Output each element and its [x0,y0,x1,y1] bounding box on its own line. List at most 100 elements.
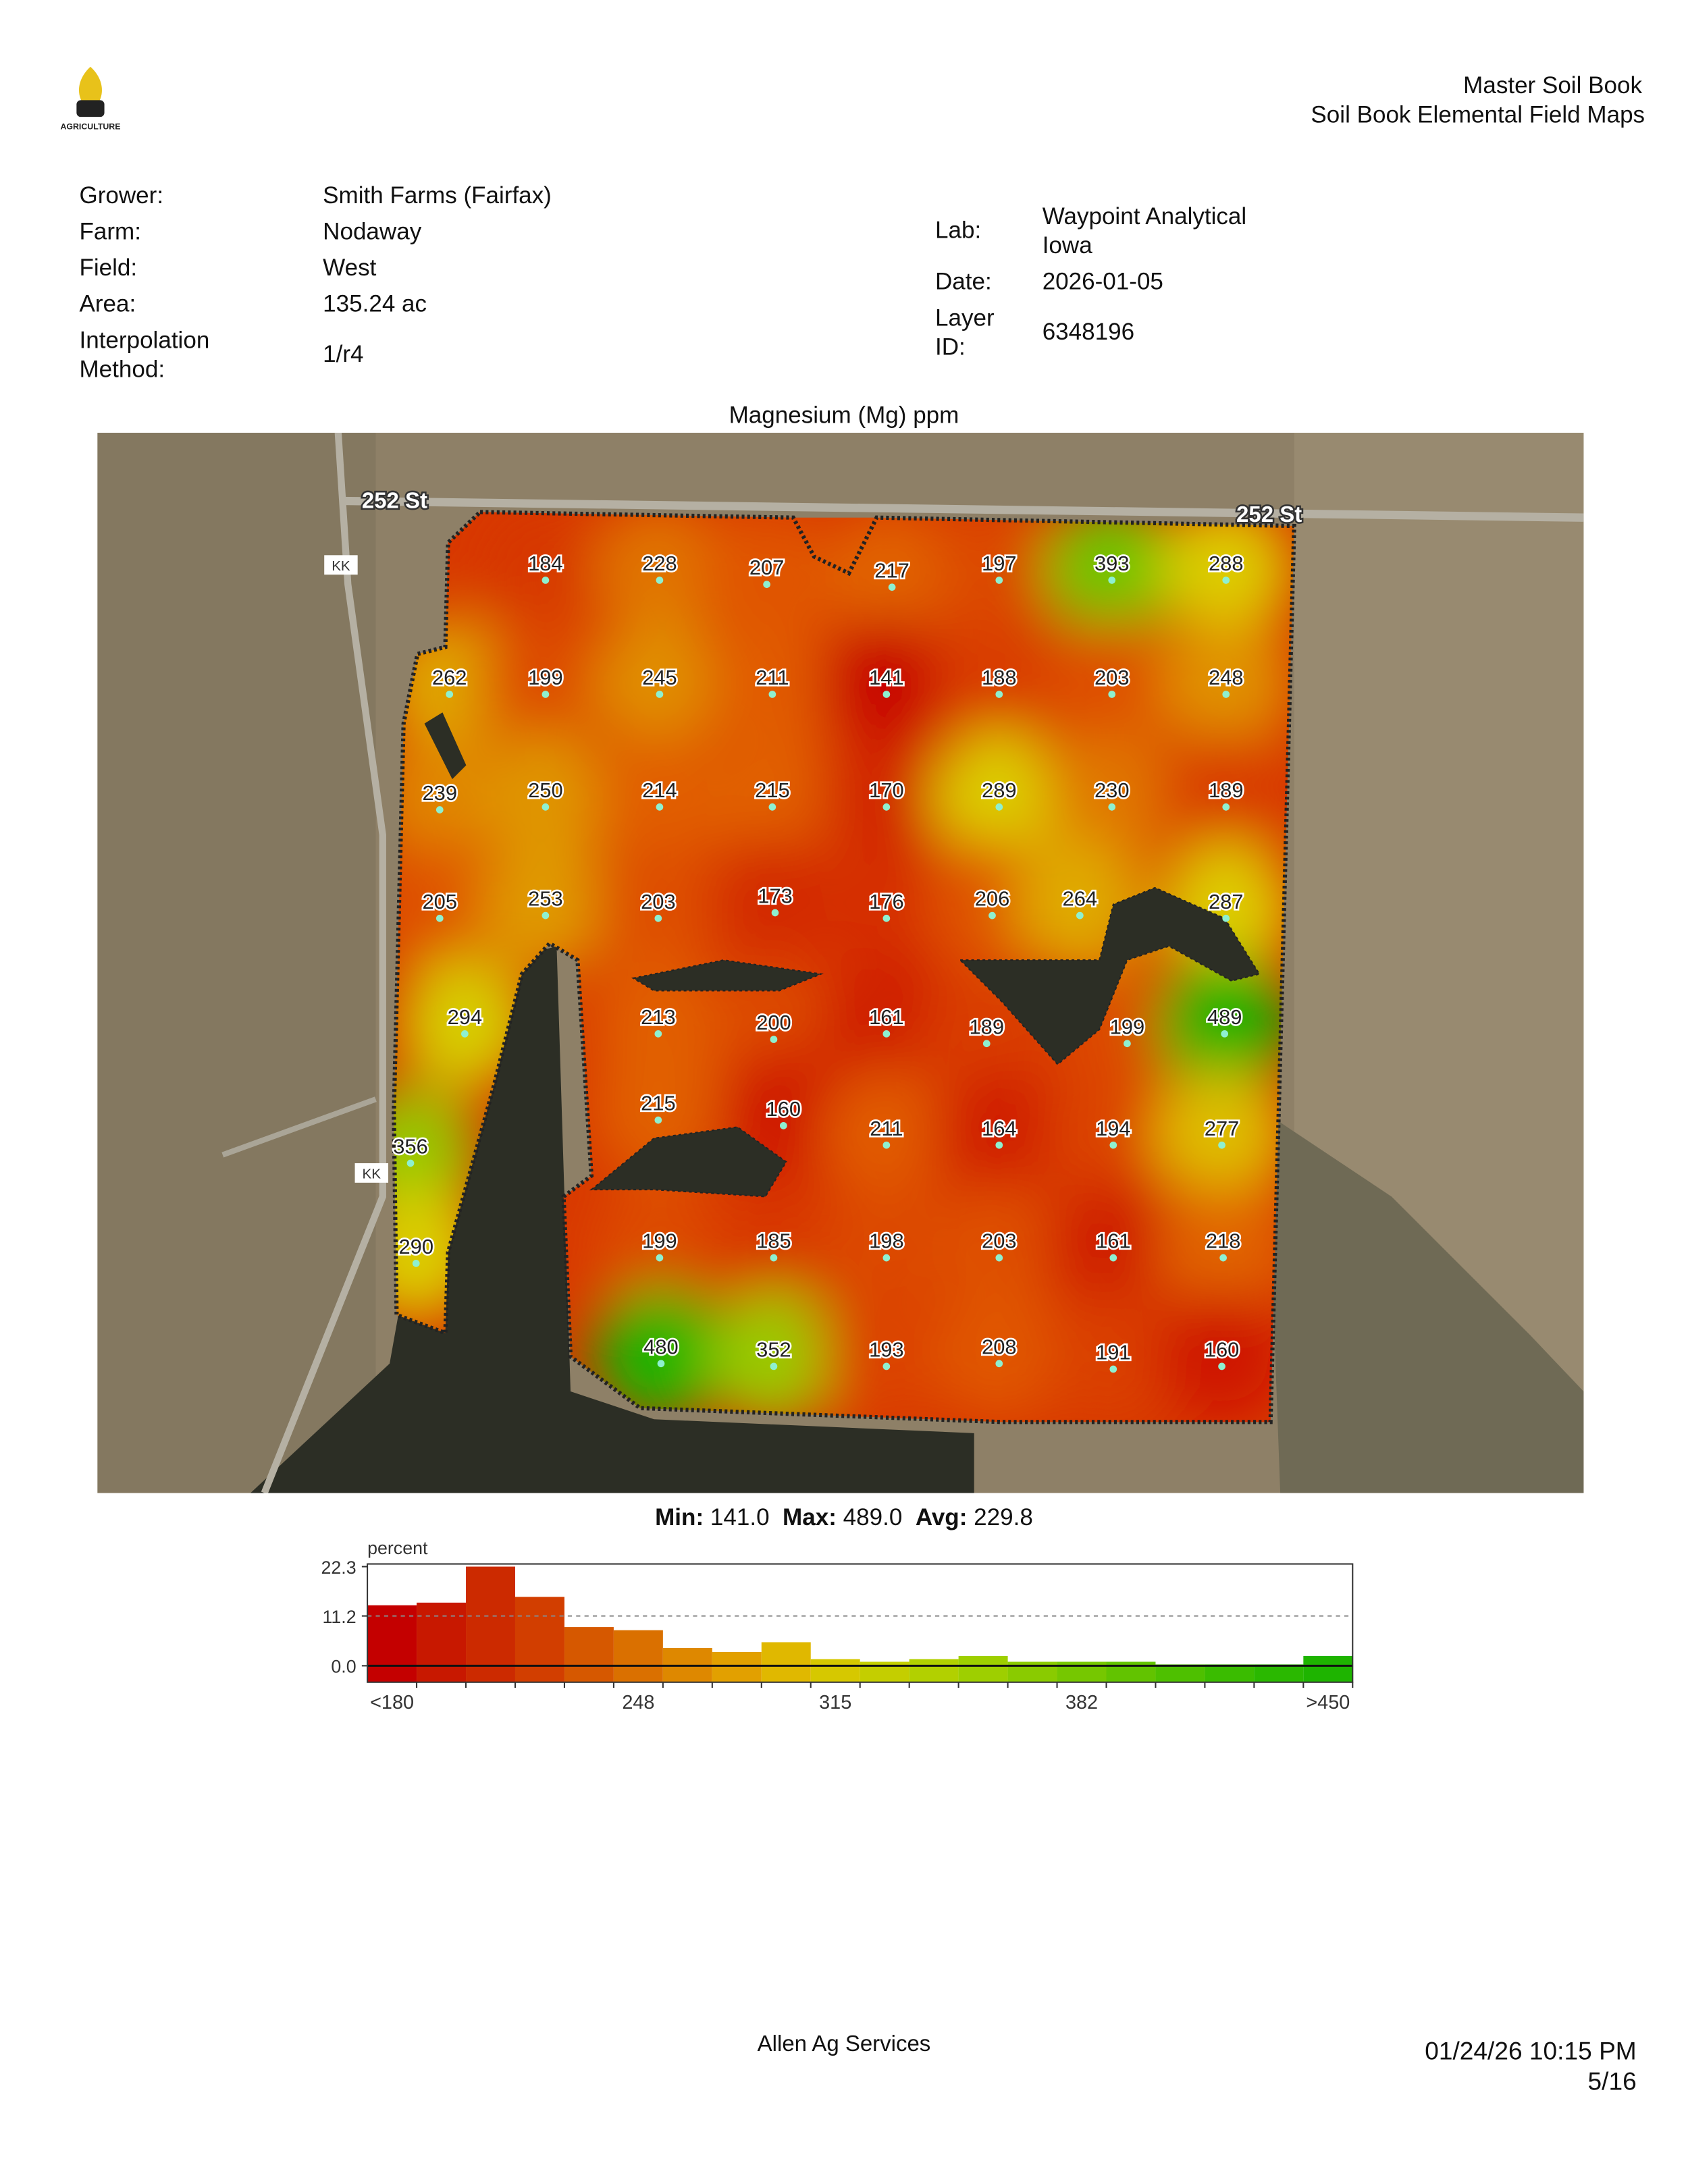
map-title: Magnesium (Mg) ppm [729,402,959,429]
sample-label: 206 [975,887,1010,911]
bar [515,1597,564,1682]
sample-point [770,1036,778,1043]
sample-point [1218,1141,1225,1149]
info-value: 6348196 [1042,318,1135,346]
bar [909,1659,959,1682]
sample-label: 211 [756,666,789,689]
info-value: 135.24 ac [323,290,427,317]
sample-label: 250 [528,778,563,802]
sample-point [656,1254,664,1262]
sample-label: 188 [982,666,1017,689]
x-tick-label: <180 [370,1692,414,1713]
heat-blob [705,730,839,864]
sample-point [657,1360,665,1368]
sample-label: 239 [422,781,457,805]
heat-blob [932,1287,1066,1421]
heat-blob [932,730,1066,864]
sample-point [1109,1254,1117,1262]
heat-blob [932,512,1066,637]
sample-label: 248 [1209,666,1244,689]
map: 184 228 207 217 197 393 288 262 199 245 211 141 188 2… [97,432,1584,1493]
info-label: Interpolation Method: [79,327,210,383]
sample-point [542,911,550,920]
sample-point [779,1121,787,1129]
info-label: Lab: [934,217,982,244]
heat-blob [819,618,953,751]
sample-point [882,803,891,811]
heat-blob [705,618,839,751]
sample-point [656,577,664,584]
sample-label: 160 [1205,1337,1240,1361]
bar [564,1627,614,1682]
y-tick-label: 11.2 [322,1607,356,1627]
stat-value: 229.8 [974,1503,1033,1531]
heat-blob [478,618,612,751]
heat-blob [819,957,953,1091]
sample-label: 200 [756,1011,791,1034]
bar [417,1602,467,1682]
sample-label: 287 [1209,890,1244,913]
sample-label: 189 [969,1015,1004,1038]
x-tick-label: 382 [1065,1692,1098,1713]
sample-point [995,577,1003,584]
heat-blob [819,841,953,976]
sample-label: 480 [643,1335,679,1358]
sample-point [1222,914,1230,922]
sample-point [446,691,454,698]
sample-label: 193 [869,1337,904,1361]
sample-label: 205 [422,890,457,913]
footer-company: Allen Ag Services [757,2033,931,2057]
stat-value: 489.0 [843,1503,903,1531]
sample-point [1222,803,1230,811]
sample-label: 352 [756,1337,791,1361]
heat-blob [591,841,725,976]
sample-label: 277 [1205,1117,1240,1140]
sample-point [1219,1254,1227,1262]
sample-label: 214 [642,778,677,802]
info-label: Field: [79,255,138,282]
road-label: KK [332,558,350,574]
sample-label: 176 [869,890,904,913]
sample-label: 203 [641,890,676,913]
sample-label: 262 [432,666,467,689]
heat-blob [1159,730,1293,864]
heat-blob [819,1289,953,1422]
sample-point [995,1360,1003,1368]
info-value: Smith Farms (Fairfax) [323,182,552,209]
heat-blob [1155,1068,1289,1202]
sample-label: 489 [1207,1005,1242,1029]
sample-label: 356 [393,1135,428,1158]
sample-label: 199 [642,1229,677,1253]
sample-point [406,1159,415,1167]
sample-label: 253 [528,887,563,911]
sample-point [882,1141,891,1149]
sample-point [461,1030,469,1038]
heat-blob [932,1181,1066,1315]
sample-label: 217 [874,558,909,582]
sample-point [995,1254,1003,1262]
sample-point [1222,691,1230,698]
heat-blob [592,1181,727,1315]
info-value: 2026-01-05 [1042,268,1163,295]
x-tick-label: 315 [819,1692,851,1713]
sample-point [1222,577,1230,584]
heat-blob [1045,512,1179,637]
info-value: Nodaway [323,218,422,245]
sample-point [882,1362,891,1370]
sample-label: 290 [398,1235,433,1258]
doc-subtitle: Soil Book Elemental Field Maps [1311,101,1645,128]
stat-label: Min: [655,1503,704,1531]
sample-point [1108,691,1116,698]
sample-label: 393 [1094,552,1130,575]
heat-blob [592,618,727,751]
y-tick-label: 22.3 [321,1557,356,1578]
sample-point [656,691,664,698]
info-value: 1/r4 [323,340,364,368]
bar [1205,1664,1255,1682]
bar [466,1566,515,1682]
histogram: percent 22.3 11.2 0.0 <180 248 315 382 >450 [321,1538,1354,1713]
heat-blob [932,1068,1066,1202]
sample-label: 215 [641,1092,676,1115]
sample-label: 199 [528,666,563,689]
sample-point [436,914,444,922]
